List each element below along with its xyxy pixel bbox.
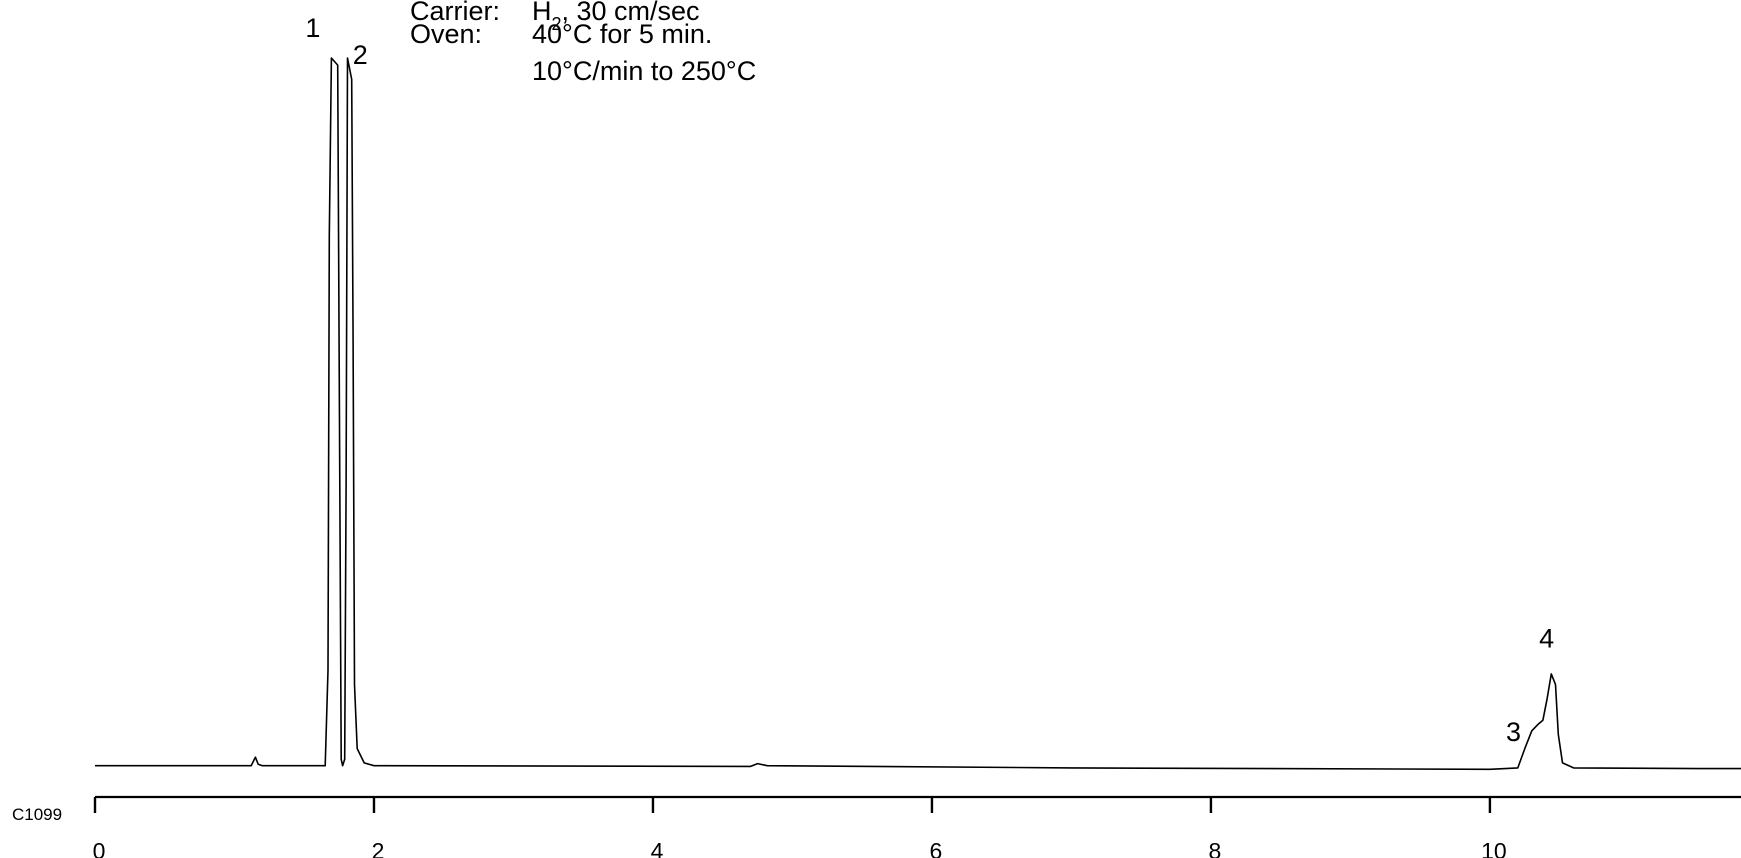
x-tick-label: 8 — [1209, 838, 1222, 858]
peak-label-2: 2 — [353, 40, 368, 70]
x-tick-label: 6 — [930, 838, 943, 858]
peak-label-1: 1 — [305, 13, 320, 43]
subscript: 2 — [552, 14, 562, 34]
x-tick-label: 2 — [372, 838, 385, 858]
peak-labels: 1 2 3 4 — [305, 13, 1554, 747]
chromatogram-trace — [95, 57, 1741, 771]
chromatogram-trace-layer — [95, 57, 1741, 771]
condition-label: Oven: — [410, 19, 482, 49]
x-axis: 0 2 4 6 8 10 — [93, 795, 1741, 858]
x-tick-label: 10 — [1481, 838, 1507, 858]
condition-value: 10°C/min to 250°C — [532, 56, 756, 86]
condition-label: Carrier: — [410, 0, 500, 26]
peak-label-3: 3 — [1506, 717, 1521, 747]
x-tick-label: 4 — [651, 838, 664, 858]
condition-value-suffix: , 30 cm/sec — [562, 0, 700, 26]
peak-label-4: 4 — [1539, 623, 1554, 653]
condition-value: 40°C for 5 min. — [532, 19, 712, 49]
x-tick-label: 0 — [93, 838, 106, 858]
figure-code: C1099 — [12, 805, 62, 824]
